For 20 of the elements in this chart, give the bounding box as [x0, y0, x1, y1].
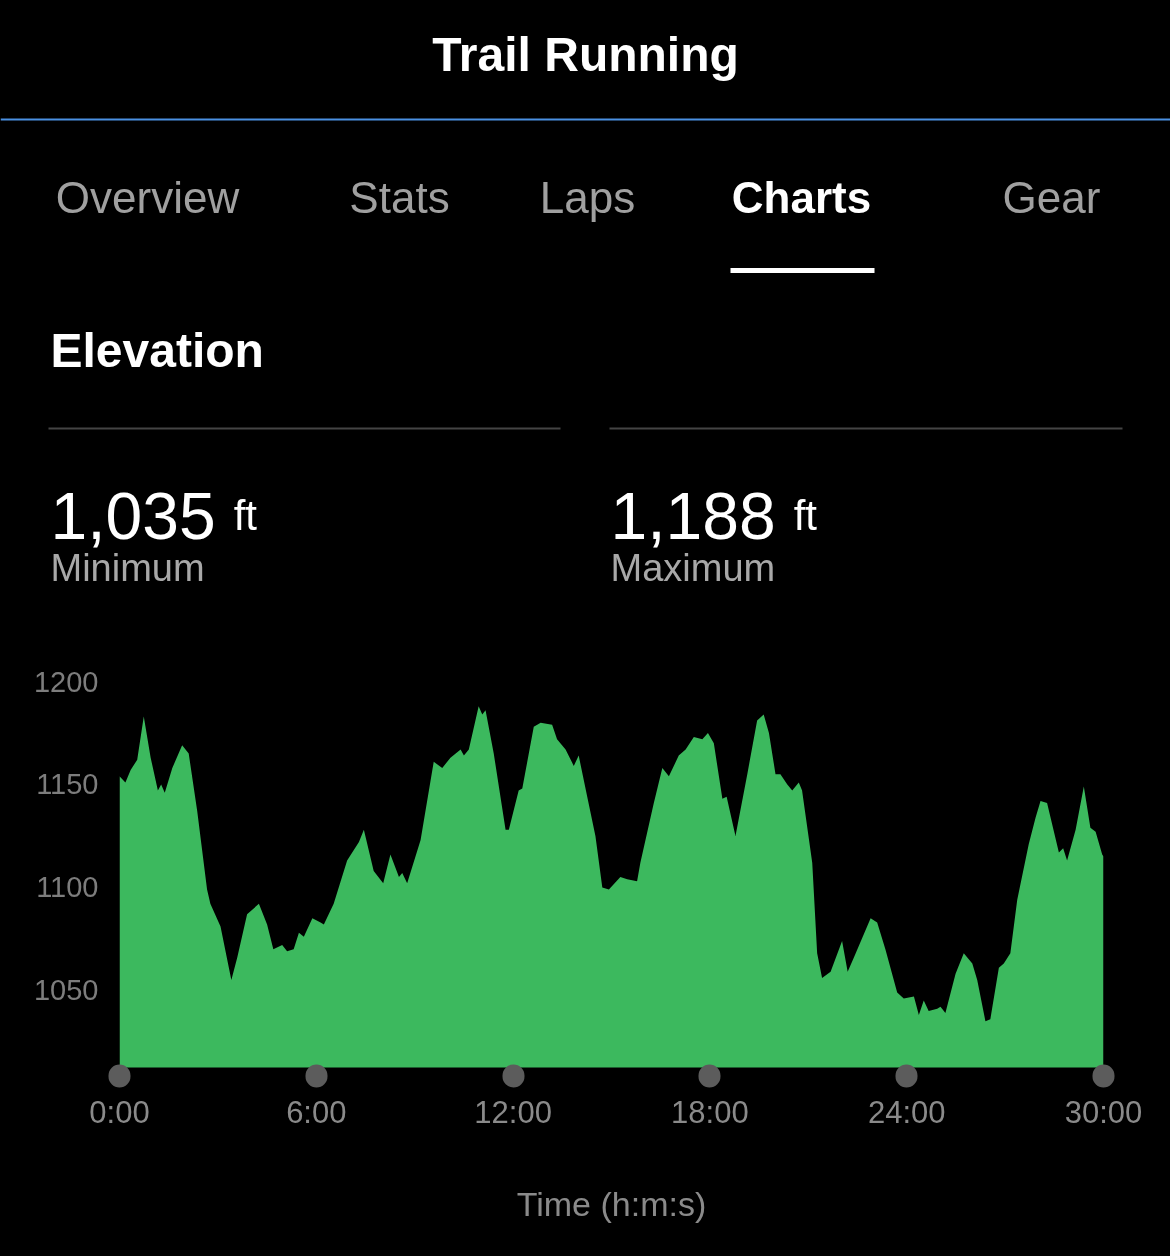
- y-tick-label: 1150: [36, 768, 99, 801]
- x-tick-label: 0:00: [89, 1094, 150, 1130]
- y-tick-label: 1050: [33, 974, 99, 1007]
- y-tick-label: 1200: [33, 665, 99, 698]
- x-tick-label: 12:00: [474, 1094, 552, 1130]
- x-tick-label: 6:00: [286, 1094, 347, 1130]
- text: Gear: [1002, 173, 1101, 222]
- text: Charts: [731, 173, 872, 222]
- y-tick-label: 1100: [36, 871, 99, 904]
- x-tick-label: 30:00: [1064, 1094, 1143, 1130]
- text: Stats: [349, 173, 450, 222]
- text: Laps: [539, 173, 636, 222]
- x-tick-label: 24:00: [867, 1094, 946, 1130]
- x-axis-title: Time (h:m:s): [516, 1184, 707, 1223]
- text: 1,188 ft: [610, 478, 818, 553]
- text: 1,035 ft: [50, 478, 258, 553]
- x-tick-label: 18:00: [671, 1094, 749, 1130]
- text: Overview: [55, 173, 240, 222]
- text: Trail Running: [432, 28, 739, 81]
- chart-title: Elevation: [50, 324, 264, 377]
